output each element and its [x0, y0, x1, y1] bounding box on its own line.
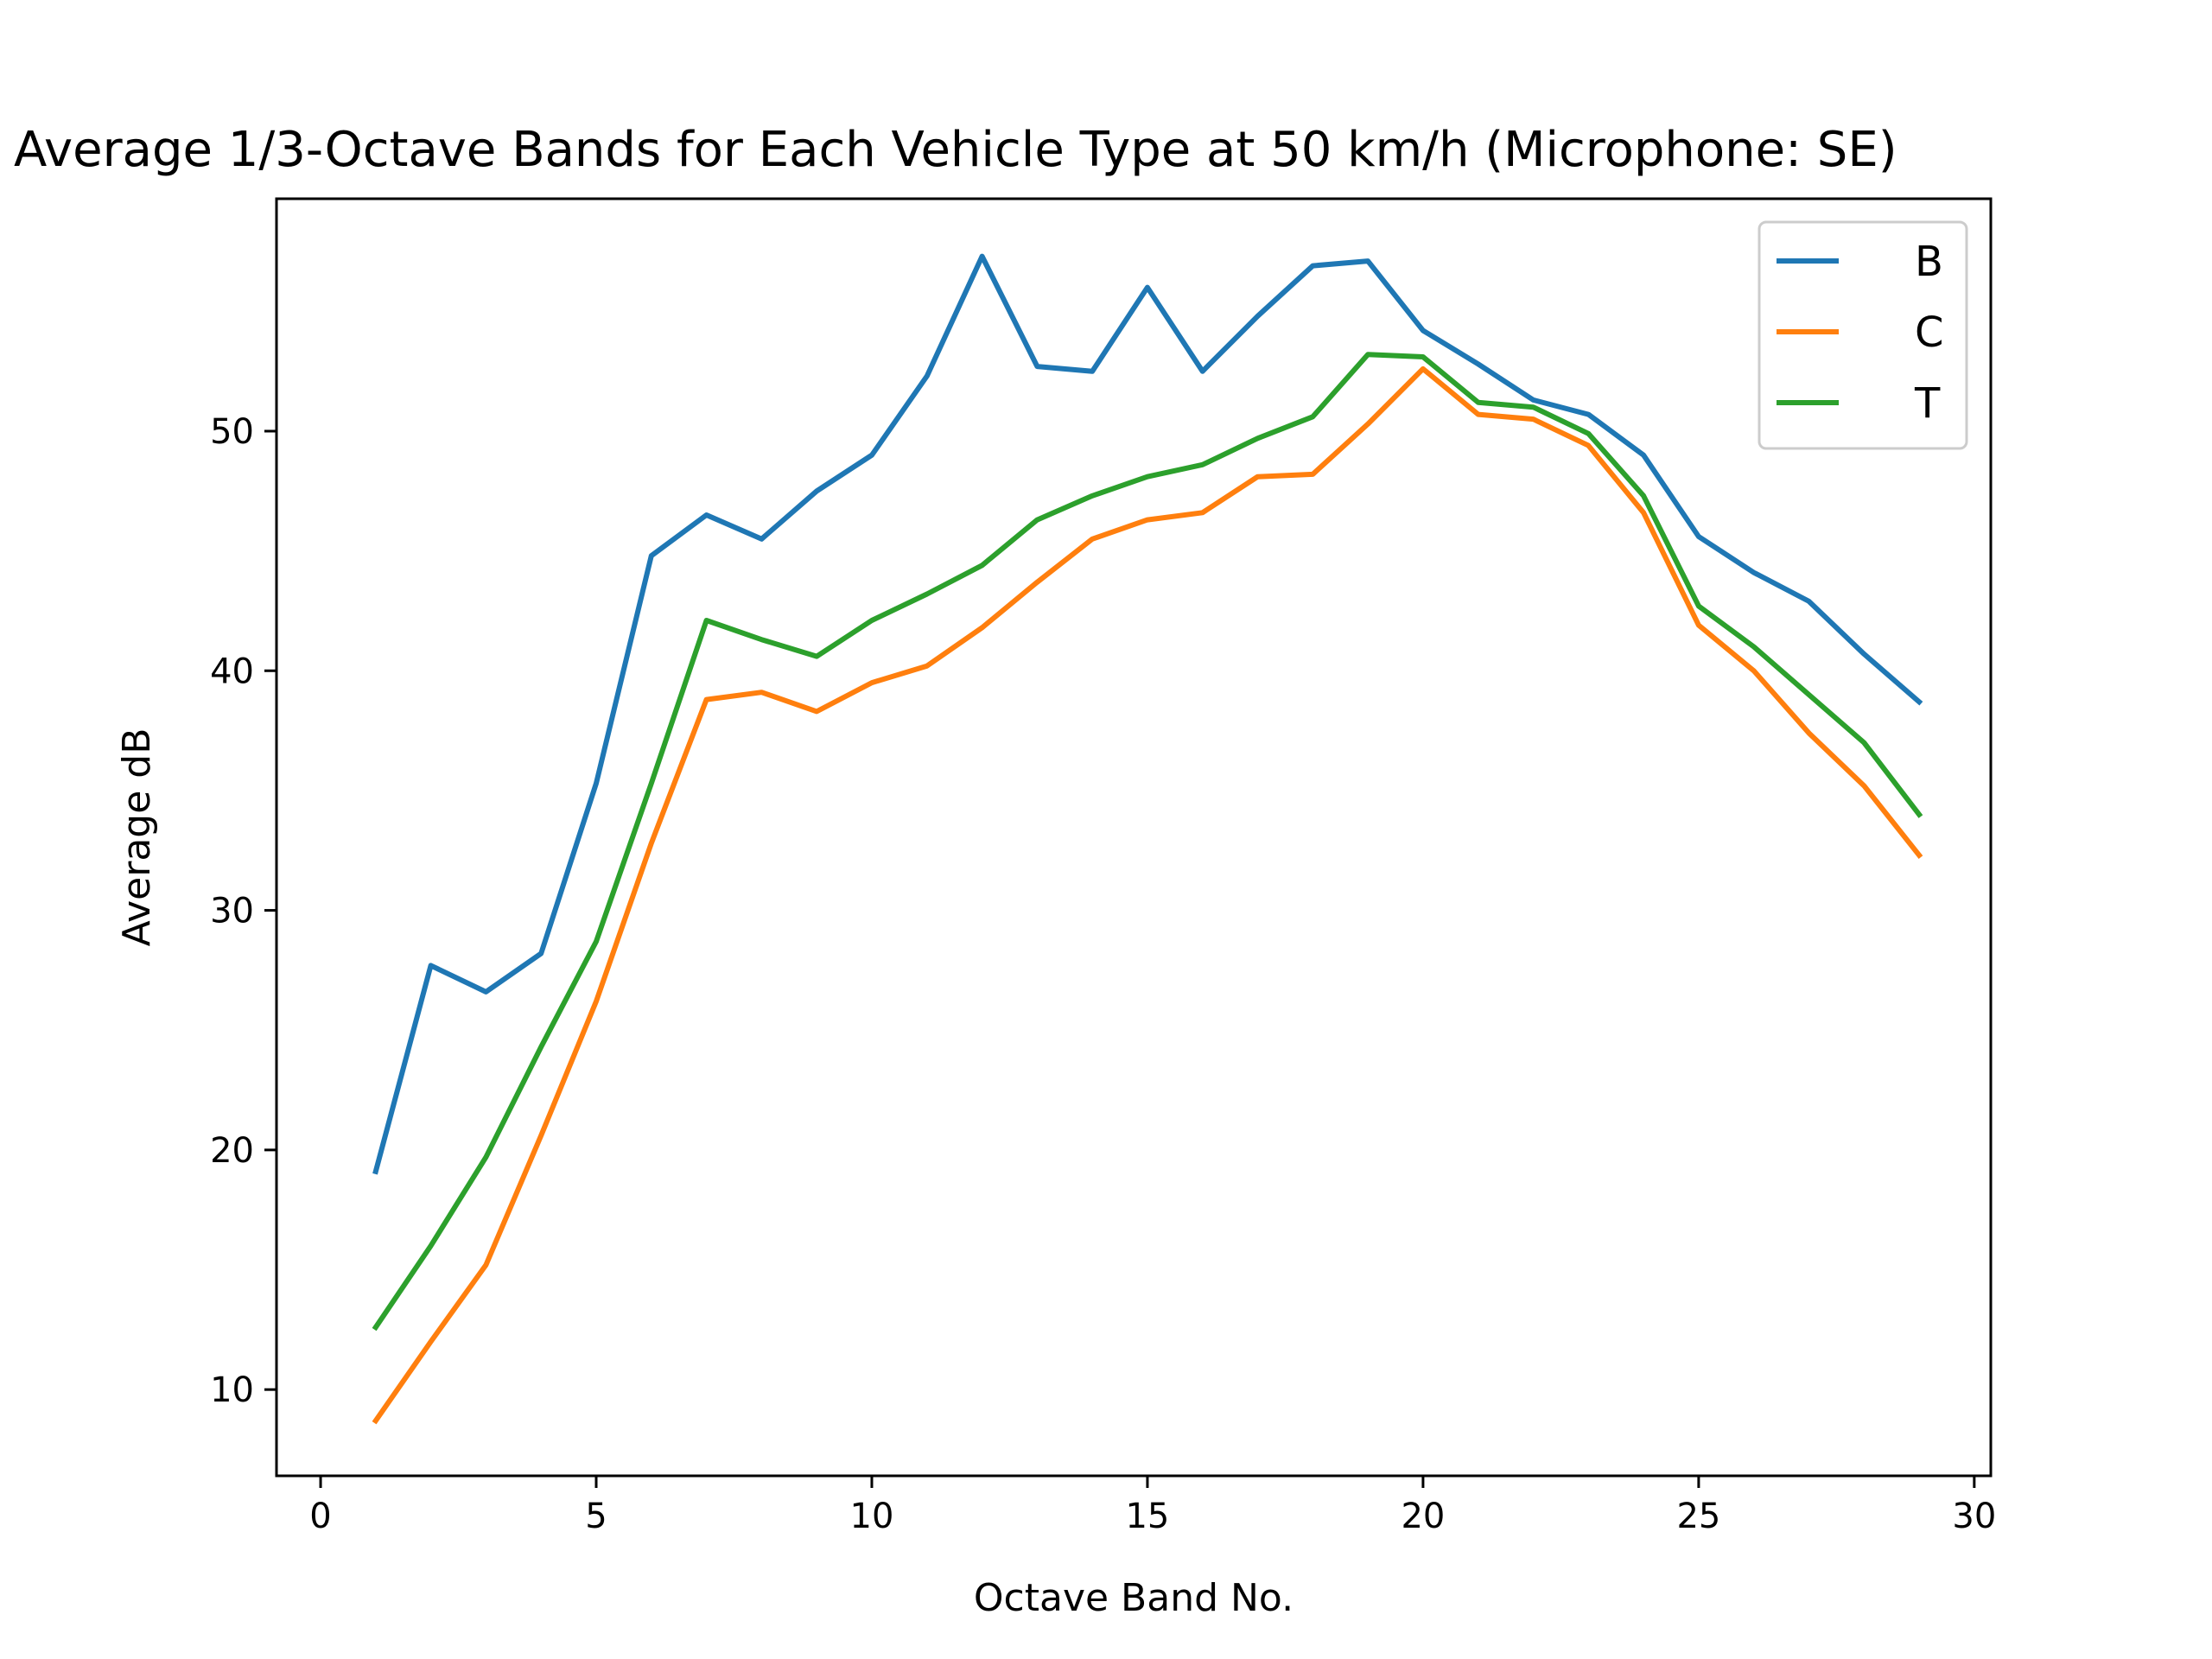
series-layer [372, 253, 1923, 1425]
series-line-C [372, 365, 1923, 1425]
legend-label-B: B [1915, 238, 1943, 286]
legend-box [1758, 220, 1968, 450]
y-tick-label: 20 [210, 1131, 254, 1171]
legend: BCT [1758, 220, 1968, 450]
y-tick-label: 30 [210, 892, 254, 931]
x-tick-label: 15 [1125, 1497, 1169, 1536]
x-axis-ticks: 0 5 10 15 20 25 30 [309, 1476, 1996, 1536]
series-line-B [372, 253, 1923, 1175]
x-tick-label: 20 [1401, 1497, 1445, 1536]
x-tick-label: 5 [585, 1497, 607, 1536]
x-axis-label: Octave Band No. [974, 1576, 1294, 1620]
y-tick-label: 10 [210, 1370, 254, 1410]
legend-label-T: T [1914, 379, 1941, 428]
x-tick-label: 25 [1676, 1497, 1720, 1536]
y-tick-label: 40 [210, 652, 254, 691]
legend-label-C: C [1915, 308, 1944, 357]
y-axis-ticks: 10 20 30 40 50 [210, 412, 276, 1410]
chart-title: Average 1/3-Octave Bands for Each Vehicl… [14, 122, 1897, 178]
y-tick-label: 50 [210, 412, 254, 452]
y-axis-label: Average dB [115, 728, 159, 947]
plot-frame [275, 197, 1993, 1478]
series-line-T [372, 352, 1923, 1332]
x-tick-label: 30 [1952, 1497, 1996, 1536]
x-tick-label: 0 [309, 1497, 331, 1536]
x-tick-label: 10 [850, 1497, 894, 1536]
